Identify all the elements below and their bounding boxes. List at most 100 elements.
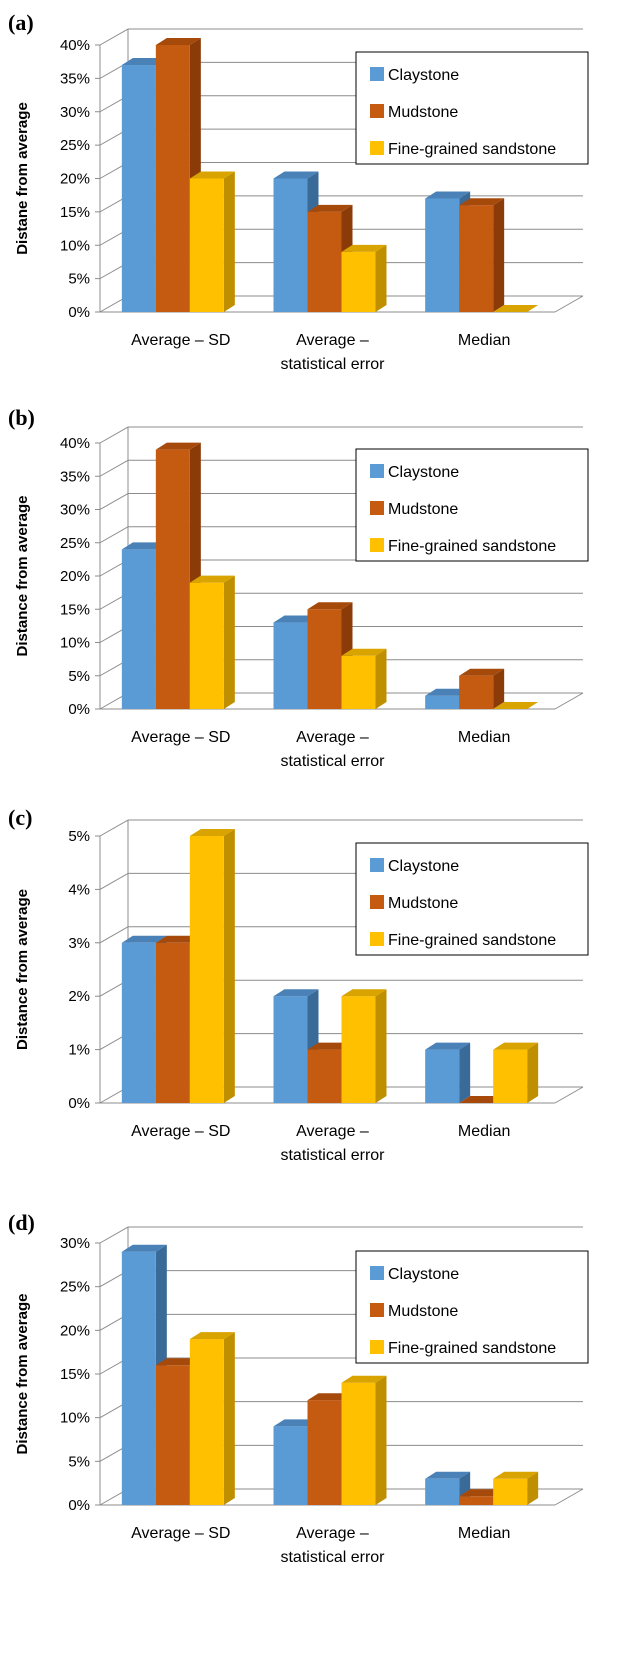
category-label: Average – statistical error xyxy=(280,332,385,373)
bar-chart-b: 0% 5% 10% 15% 20% 25% 30% 35% 40% Distance from a… xyxy=(14,426,589,770)
bar-top xyxy=(155,442,201,450)
bar-front xyxy=(493,1478,528,1505)
legend-box xyxy=(355,448,589,562)
y-axis-title: Distance from average xyxy=(14,1294,31,1455)
chart-panel-b: (b) 0% 5% 10% 15% 20% 25% 30% 35% 40% Distance fr… xyxy=(0,395,625,795)
panel-label: (d) xyxy=(8,1210,35,1235)
bar-top xyxy=(273,989,319,997)
gridline-diagonal xyxy=(99,926,129,944)
legend-swatch xyxy=(370,104,384,118)
bar-side xyxy=(375,1375,387,1505)
bar-front xyxy=(121,1251,156,1505)
bar-side xyxy=(527,1042,539,1103)
category-label: Median xyxy=(458,332,510,349)
legend: Claystone Mudstone Fine-grained sandstone xyxy=(355,51,589,165)
bar-front xyxy=(341,1382,376,1505)
legend-label: Fine-grained sandstone xyxy=(388,538,556,555)
bar-front xyxy=(425,1049,460,1103)
y-tick-label: 30% xyxy=(60,1235,90,1252)
category-label: Average – statistical error xyxy=(280,1123,385,1164)
bar-front xyxy=(307,1400,342,1505)
bar-top xyxy=(425,688,471,696)
bar-top xyxy=(189,1332,235,1340)
bar-front xyxy=(341,655,376,709)
y-tick-label: 35% xyxy=(60,70,90,87)
y-tick-label: 3% xyxy=(68,935,90,952)
bar-side xyxy=(459,1042,471,1103)
bar-top xyxy=(189,829,235,836)
bar-fine-grained-sandstone xyxy=(189,1332,235,1505)
bar-front xyxy=(155,449,190,709)
bar-top xyxy=(459,668,505,676)
bar-fine-grained-sandstone xyxy=(493,305,539,312)
legend: Claystone Mudstone Fine-grained sandstone xyxy=(355,1250,589,1364)
bar-fine-grained-sandstone xyxy=(341,1375,387,1505)
gridline-diagonal xyxy=(99,28,129,46)
bar-fine-grained-sandstone xyxy=(189,575,235,709)
category-label: Median xyxy=(458,1525,510,1542)
bar-fine-grained-sandstone xyxy=(341,648,387,709)
legend-label: Fine-grained sandstone xyxy=(388,141,556,158)
bar-front xyxy=(459,675,494,709)
bar-front xyxy=(189,1339,224,1505)
bar-chart-a: 0% 5% 10% 15% 20% 25% 30% 35% 40% Distane from av… xyxy=(14,28,589,373)
gridline-diagonal xyxy=(99,819,129,837)
legend-box xyxy=(355,51,589,165)
category-label: Average – statistical error xyxy=(280,729,385,770)
bar-top xyxy=(189,171,235,179)
bar-mudstone xyxy=(155,442,201,709)
y-tick-label: 15% xyxy=(60,601,90,618)
category-label: Average – statistical error xyxy=(280,1525,385,1566)
gridline-diagonal xyxy=(99,493,129,510)
bar-top xyxy=(121,542,167,550)
bar-fine-grained-sandstone xyxy=(189,829,235,1103)
y-tick-label: 5% xyxy=(68,271,90,288)
bar-top xyxy=(425,1471,471,1479)
y-tick-label: 0% xyxy=(68,304,90,321)
bar-top xyxy=(155,1358,201,1366)
bar-top xyxy=(307,1042,353,1050)
chart-panel-d: (d) 0% 5% 10% 15% 20% 25% 30% Distance from ave… xyxy=(0,1200,625,1662)
legend-label: Fine-grained sandstone xyxy=(388,932,556,949)
bar-top xyxy=(121,58,167,66)
bar-front xyxy=(459,1496,494,1505)
legend-swatch xyxy=(370,1266,384,1280)
y-tick-label: 25% xyxy=(60,535,90,552)
bar-front xyxy=(425,695,460,709)
legend-swatch xyxy=(370,1340,384,1354)
y-tick-label: 20% xyxy=(60,171,90,188)
y-tick-label: 30% xyxy=(60,104,90,121)
bar-side xyxy=(375,244,387,312)
y-tick-label: 25% xyxy=(60,1279,90,1296)
bar-front xyxy=(189,178,224,312)
gridline-diagonal xyxy=(99,526,129,544)
category-label: Average – SD xyxy=(131,729,230,746)
bar-fine-grained-sandstone xyxy=(341,989,387,1103)
legend-label: Claystone xyxy=(388,464,459,481)
y-axis-title: Distance from average xyxy=(14,496,31,657)
legend-label: Fine-grained sandstone xyxy=(388,1340,556,1357)
bar-fine-grained-sandstone xyxy=(189,171,235,312)
category-label: Average – SD xyxy=(131,332,230,349)
y-tick-label: 4% xyxy=(68,881,90,898)
bar-mudstone xyxy=(459,668,505,709)
legend-swatch xyxy=(370,858,384,872)
bar-front xyxy=(459,205,494,312)
y-tick-label: 40% xyxy=(60,435,90,452)
y-tick-label: 5% xyxy=(68,1453,90,1470)
bar-side xyxy=(223,171,235,312)
bar-mudstone xyxy=(459,198,505,312)
bar-front xyxy=(189,582,224,709)
gridline-diagonal xyxy=(99,1226,129,1244)
legend: Claystone Mudstone Fine-grained sandstone xyxy=(355,842,589,956)
category-label: Average – SD xyxy=(131,1123,230,1140)
y-tick-label: 20% xyxy=(60,1322,90,1339)
legend-swatch xyxy=(370,141,384,155)
bar-top xyxy=(307,204,353,212)
y-tick-label: 5% xyxy=(68,668,90,685)
panel-label: (b) xyxy=(8,405,35,430)
legend-box xyxy=(355,1250,589,1364)
category-label: Median xyxy=(458,1123,510,1140)
legend-swatch xyxy=(370,1303,384,1317)
bar-front xyxy=(121,942,156,1103)
